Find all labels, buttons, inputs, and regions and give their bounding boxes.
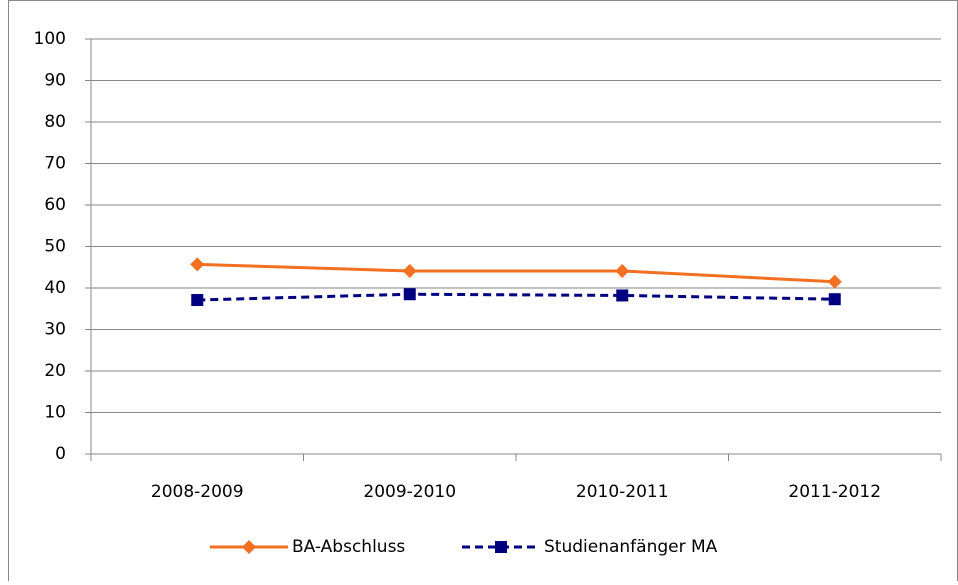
y-tick-label: 80 — [44, 112, 66, 132]
y-tick-label: 0 — [55, 444, 66, 464]
legend-marker — [495, 541, 507, 553]
y-tick-label: 50 — [44, 237, 66, 257]
y-tick-label: 40 — [44, 278, 66, 298]
legend-label: Studienanfänger MA — [544, 537, 718, 557]
data-point — [402, 263, 417, 278]
y-tick-label: 10 — [44, 403, 66, 423]
data-point — [615, 263, 630, 278]
legend-marker — [242, 540, 256, 554]
chart-border — [8, 0, 958, 585]
y-tick-label: 90 — [44, 71, 66, 91]
data-point — [191, 294, 204, 307]
data-point — [190, 257, 205, 272]
data-point — [828, 293, 841, 306]
y-tick-label: 60 — [44, 195, 66, 215]
data-point — [403, 288, 416, 301]
x-tick-label: 2011-2012 — [788, 482, 881, 502]
series-line — [197, 292, 835, 302]
y-tick-label: 20 — [44, 361, 66, 381]
x-tick-label: 2010-2011 — [576, 482, 669, 502]
y-tick-label: 30 — [44, 320, 66, 340]
series-line — [197, 262, 835, 284]
x-tick-label: 2008-2009 — [151, 482, 244, 502]
x-tick-label: 2009-2010 — [363, 482, 456, 502]
y-tick-label: 70 — [44, 154, 66, 174]
data-point — [616, 289, 629, 302]
legend-label: BA-Abschluss — [292, 537, 405, 557]
y-tick-label: 100 — [34, 29, 66, 49]
data-point — [827, 274, 842, 289]
